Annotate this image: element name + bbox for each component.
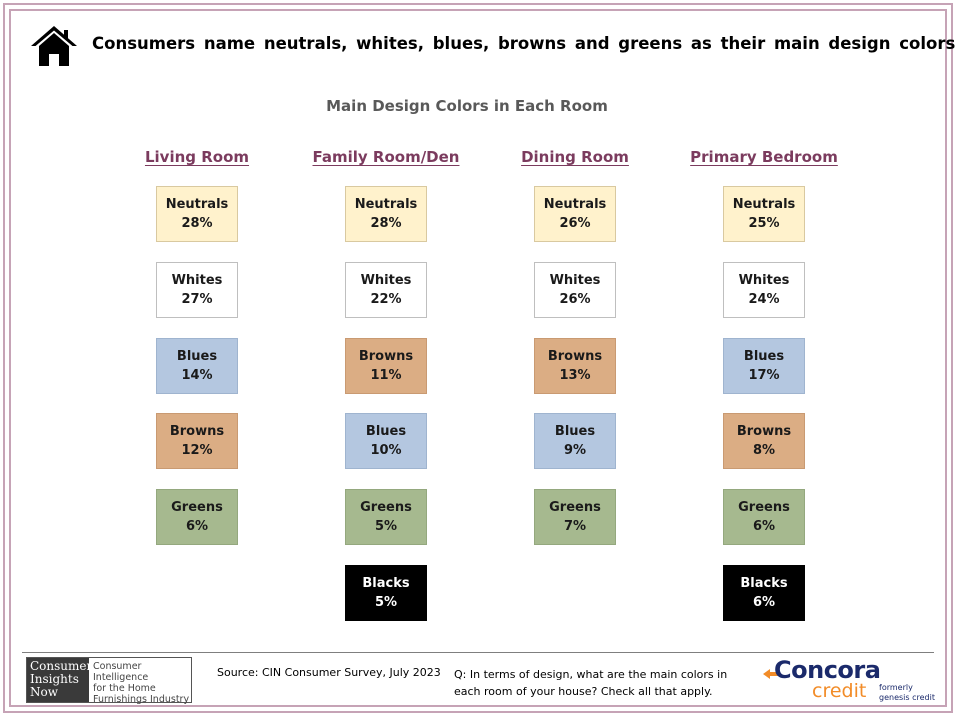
color-label: Browns	[358, 349, 414, 364]
cin-logo: Consumer Insights Now Consumer Intellige…	[26, 657, 192, 705]
color-box-blacks: Blacks 5%	[345, 565, 427, 621]
concora-mark-icon	[763, 669, 779, 679]
color-label: Blues	[176, 349, 218, 364]
color-box-neutrals: Neutrals 25%	[723, 186, 805, 242]
cin-logo-tagline: Consumer Intelligence for the Home Furni…	[93, 661, 190, 705]
color-label: Greens	[738, 500, 790, 515]
page-headline: Consumers name neutrals, whites, blues, …	[92, 34, 956, 53]
color-percentage: 14%	[181, 368, 213, 383]
color-box-blues: Blues 17%	[723, 338, 805, 394]
color-box-blues: Blues 10%	[345, 413, 427, 469]
color-label: Greens	[171, 500, 223, 515]
color-box-browns: Browns 8%	[723, 413, 805, 469]
color-label: Whites	[360, 273, 412, 288]
concora-credit-text: credit	[812, 680, 867, 702]
color-label: Blacks	[362, 576, 410, 591]
footer-divider	[22, 652, 934, 653]
outer-border	[3, 3, 953, 713]
color-percentage: 26%	[559, 292, 591, 307]
color-box-browns: Browns 11%	[345, 338, 427, 394]
color-label: Greens	[360, 500, 412, 515]
color-percentage: 6%	[752, 519, 776, 534]
color-box-greens: Greens 6%	[156, 489, 238, 545]
color-percentage: 13%	[559, 368, 591, 383]
survey-question: Q: In terms of design, what are the main…	[454, 668, 728, 698]
color-percentage: 28%	[370, 216, 402, 231]
source-note: Source: CIN Consumer Survey, July 2023	[217, 666, 441, 679]
color-percentage: 10%	[370, 443, 402, 458]
color-label: Neutrals	[354, 197, 418, 212]
color-box-whites: Whites 24%	[723, 262, 805, 318]
color-box-blacks: Blacks 6%	[723, 565, 805, 621]
color-box-neutrals: Neutrals 28%	[345, 186, 427, 242]
color-label: Blues	[554, 424, 596, 439]
color-percentage: 12%	[181, 443, 213, 458]
color-percentage: 17%	[748, 368, 780, 383]
color-label: Browns	[169, 424, 225, 439]
color-label: Blues	[365, 424, 407, 439]
room-header: Dining Room	[521, 148, 629, 166]
color-label: Browns	[547, 349, 603, 364]
room-header: Living Room	[144, 148, 250, 166]
color-box-greens: Greens 7%	[534, 489, 616, 545]
chart-subtitle: Main Design Colors in Each Room	[326, 97, 608, 115]
formerly-note: formerly genesis credit	[879, 683, 935, 702]
color-label: Blacks	[740, 576, 788, 591]
color-label: Whites	[171, 273, 223, 288]
room-header: Primary Bedroom	[690, 148, 838, 166]
room-header: Family Room/Den	[312, 148, 460, 166]
color-percentage: 24%	[748, 292, 780, 307]
inner-border	[9, 9, 947, 707]
color-box-neutrals: Neutrals 28%	[156, 186, 238, 242]
color-label: Blues	[743, 349, 785, 364]
color-percentage: 22%	[370, 292, 402, 307]
color-percentage: 6%	[752, 595, 776, 610]
color-box-whites: Whites 26%	[534, 262, 616, 318]
color-label: Whites	[549, 273, 601, 288]
color-box-greens: Greens 5%	[345, 489, 427, 545]
color-box-whites: Whites 22%	[345, 262, 427, 318]
color-percentage: 28%	[181, 216, 213, 231]
color-box-browns: Browns 12%	[156, 413, 238, 469]
color-box-whites: Whites 27%	[156, 262, 238, 318]
color-label: Greens	[549, 500, 601, 515]
concora-logo: Concora credit	[760, 656, 881, 704]
cin-logo-wordmark: Consumer Insights Now	[27, 658, 92, 702]
color-label: Whites	[738, 273, 790, 288]
color-percentage: 26%	[559, 216, 591, 231]
color-percentage: 5%	[374, 595, 398, 610]
color-percentage: 8%	[752, 443, 776, 458]
color-percentage: 6%	[185, 519, 209, 534]
color-percentage: 9%	[563, 443, 587, 458]
color-label: Browns	[736, 424, 792, 439]
color-label: Neutrals	[165, 197, 229, 212]
color-label: Neutrals	[543, 197, 607, 212]
color-box-greens: Greens 6%	[723, 489, 805, 545]
color-box-neutrals: Neutrals 26%	[534, 186, 616, 242]
color-percentage: 5%	[374, 519, 398, 534]
color-box-blues: Blues 14%	[156, 338, 238, 394]
color-box-browns: Browns 13%	[534, 338, 616, 394]
color-percentage: 27%	[181, 292, 213, 307]
color-label: Neutrals	[732, 197, 796, 212]
concora-wordmark: Concora	[774, 656, 881, 684]
color-box-blues: Blues 9%	[534, 413, 616, 469]
color-percentage: 11%	[370, 368, 402, 383]
color-percentage: 25%	[748, 216, 780, 231]
color-percentage: 7%	[563, 519, 587, 534]
house-icon	[31, 26, 77, 66]
